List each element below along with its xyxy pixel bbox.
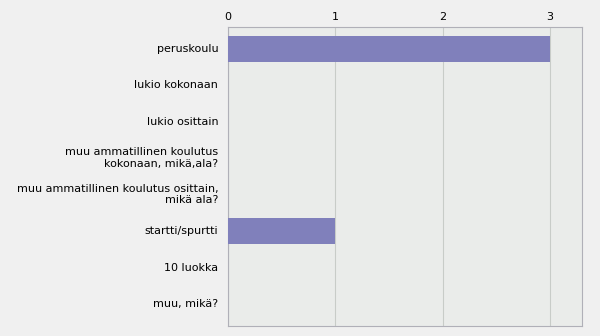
Bar	[228, 218, 335, 244]
Bar	[228, 36, 550, 62]
